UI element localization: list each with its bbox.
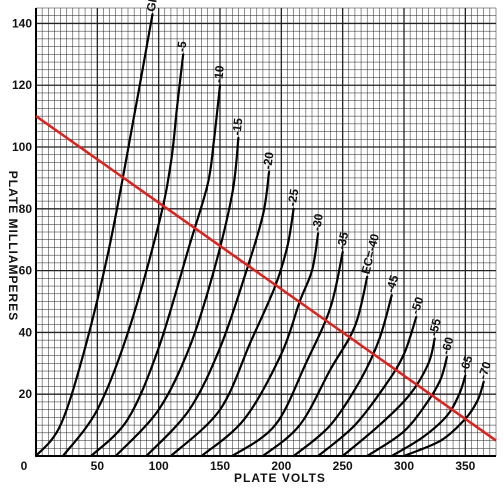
x-tick-label: 100 bbox=[149, 459, 169, 473]
curve-label: -10 bbox=[211, 64, 227, 83]
grid-minor bbox=[36, 7, 497, 456]
y-tick-label: 120 bbox=[12, 78, 32, 92]
curve-label: -50 bbox=[408, 295, 427, 316]
y-axis-title: PLATE MILLIAMPERES bbox=[6, 171, 20, 321]
curve-label: -35 bbox=[334, 230, 351, 250]
curve-labels: GRID VOLTS-EC=0 -5 -10 -15 -20 -25 -30 -35 EC=-4… bbox=[144, 0, 494, 381]
curve-line bbox=[200, 232, 320, 458]
y-tick-label: 20 bbox=[19, 387, 33, 401]
load-line bbox=[35, 115, 497, 442]
x-tick-label: 350 bbox=[455, 459, 475, 473]
y-tick-label: 60 bbox=[19, 264, 33, 278]
grid-major bbox=[35, 8, 496, 457]
curve-label: -20 bbox=[260, 151, 276, 170]
curve-line bbox=[341, 337, 436, 458]
curve-line bbox=[366, 356, 448, 458]
x-tick-label: 50 bbox=[91, 459, 105, 473]
y-tick-label: 80 bbox=[19, 202, 33, 216]
curves bbox=[34, 13, 497, 458]
y-tick-label: 140 bbox=[12, 16, 32, 30]
curve-label: -25 bbox=[285, 188, 302, 208]
tick-labels: 0 50 100 150 200 250 300 350 20 40 60 80 100 120 140 bbox=[12, 16, 476, 473]
curve-line bbox=[34, 13, 154, 458]
curve-label: -5 bbox=[174, 40, 189, 53]
curve-line bbox=[317, 315, 418, 458]
curve-line bbox=[390, 374, 467, 458]
curve-line bbox=[90, 84, 222, 458]
curve-label: -45 bbox=[383, 273, 401, 294]
curve-label: EC=-40 bbox=[359, 232, 383, 276]
curve-label: GRID VOLTS-EC=0 bbox=[144, 0, 177, 13]
curve-line bbox=[261, 275, 369, 458]
x-tick-label: 150 bbox=[210, 459, 230, 473]
curve-line bbox=[231, 251, 344, 458]
x-tick-label: 300 bbox=[394, 459, 414, 473]
curve-label: -30 bbox=[309, 212, 326, 232]
x-tick-label: 250 bbox=[333, 459, 353, 473]
x-axis-title: PLATE VOLTS bbox=[234, 471, 326, 485]
curve-line bbox=[292, 294, 393, 458]
curve-label: -70 bbox=[475, 360, 494, 381]
curve-label: -55 bbox=[426, 317, 444, 338]
x-tick-label: 200 bbox=[271, 459, 291, 473]
curve-label: -65 bbox=[457, 353, 476, 374]
curve-label: -60 bbox=[438, 335, 456, 356]
y-tick-label: 100 bbox=[12, 140, 32, 154]
curve-line bbox=[145, 170, 271, 458]
curve-line bbox=[114, 136, 240, 458]
curve-label: -15 bbox=[229, 117, 245, 136]
curve-line bbox=[61, 53, 185, 458]
x-tick-label: 0 bbox=[21, 459, 28, 473]
y-tick-label: 40 bbox=[19, 325, 33, 339]
curve-line bbox=[169, 207, 295, 458]
